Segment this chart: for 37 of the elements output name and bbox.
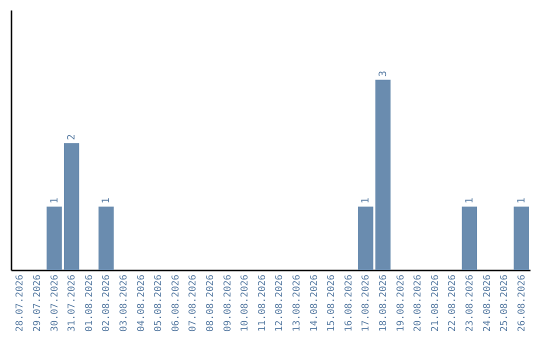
x-tick-label: 07.08.2026 [188,274,199,332]
x-tick-label: 18.08.2026 [378,274,389,332]
x-tick-label: 25.08.2026 [499,274,510,332]
x-tick-label: 02.08.2026 [101,274,112,332]
x-tick-label: 14.08.2026 [308,274,320,332]
x-tick-label: 19.08.2026 [395,274,406,332]
x-tick-label: 28.07.2026 [14,274,26,332]
data-label: 1 [360,198,372,204]
x-tick-label: 12.08.2026 [274,274,286,332]
x-tick-label: 23.08.2026 [464,274,476,332]
x-tick-label: 30.07.2026 [49,274,60,332]
data-label: 1 [49,198,60,204]
x-tick-label: 13.08.2026 [291,274,302,332]
x-tick-label: 17.08.2026 [360,274,372,332]
x-tick-label: 20.08.2026 [412,274,424,332]
x-tick-label: 08.08.2026 [204,274,216,332]
data-label: 1 [516,198,528,204]
x-tick-label: 11.08.2026 [256,274,268,332]
data-label: 2 [66,134,78,140]
x-tick-label: 31.07.2026 [66,274,78,332]
x-tick-label: 29.07.2026 [32,274,43,332]
x-tick-label: 21.08.2026 [430,274,441,332]
x-tick-label: 16.08.2026 [343,274,354,332]
x-tick-label: 15.08.2026 [326,274,338,332]
x-tick-label: 24.08.2026 [482,274,493,332]
x-tick-label: 09.08.2026 [222,274,234,332]
data-label: 1 [101,198,112,204]
data-label: 3 [378,70,389,77]
x-tick-label: 10.08.2026 [240,274,251,332]
x-tick-label: 04.08.2026 [136,274,147,332]
x-tick-label: 03.08.2026 [118,274,130,332]
x-tick-label: 05.08.2026 [153,274,164,332]
x-tick-label: 01.08.2026 [84,274,95,332]
x-tick-label: 26.08.2026 [516,274,528,332]
x-tick-label: 06.08.2026 [170,274,182,332]
x-tick-label: 22.08.2026 [447,274,458,332]
data-label: 1 [464,198,476,204]
